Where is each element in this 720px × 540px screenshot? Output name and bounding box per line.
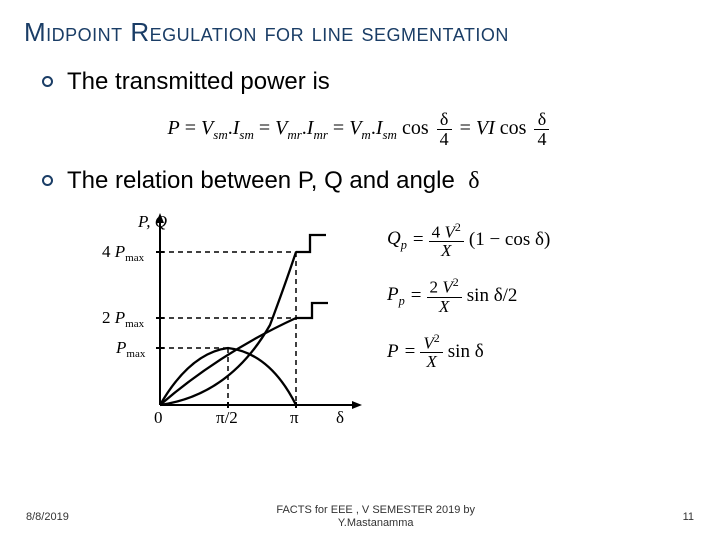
formula-pp: Pp = 2 V2 X sin δ/2 [387,276,696,316]
slide-title: Midpoint Regulation for line segmentatio… [24,18,696,48]
svg-text:π/2: π/2 [216,408,238,427]
bullet-2-text: The relation between P, Q and angle δ [67,167,480,195]
svg-text:δ: δ [336,408,344,427]
slide-footer: 8/8/2019 FACTS for EEE , V SEMESTER 2019… [0,504,720,530]
bullet-icon [42,175,53,186]
footer-center: FACTS for EEE , V SEMESTER 2019 by Y.Mas… [69,504,683,530]
svg-text:P, Q: P, Q [137,212,167,231]
bullet-1: The transmitted power is [42,68,696,96]
bullet-2: The relation between P, Q and angle δ [42,167,696,195]
svg-text:Pmax: Pmax [115,338,146,360]
bullet-icon [42,76,53,87]
bullet-1-text: The transmitted power is [67,68,330,96]
pq-chart: P, Q 4 Pmax 2 Pmax Pmax [80,205,375,440]
footer-page-number: 11 [683,511,694,523]
main-equation: P = Vsm.Ism = Vmr.Imr = Vm.Ism cos δ4 = … [24,110,696,149]
svg-text:2 Pmax: 2 Pmax [102,308,145,330]
svg-text:0: 0 [154,408,163,427]
svg-text:4 Pmax: 4 Pmax [102,242,145,264]
svg-text:π: π [290,408,299,427]
footer-date: 8/8/2019 [26,511,69,523]
formula-qp: Qp = 4 V2 X (1 − cos δ) [387,221,696,261]
formula-p: P = V2 X sin δ [387,332,696,372]
